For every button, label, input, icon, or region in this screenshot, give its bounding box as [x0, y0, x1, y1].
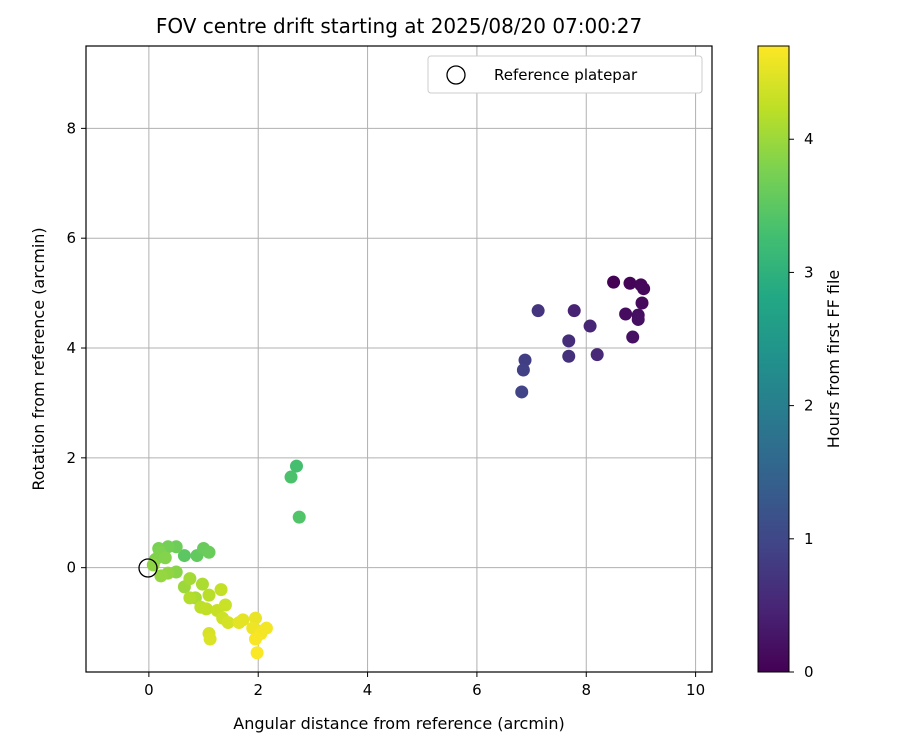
colorbar-label: Hours from first FF file: [824, 270, 843, 449]
x-tick-label: 10: [686, 681, 705, 699]
grid-lines: [86, 46, 712, 672]
data-point: [562, 334, 576, 348]
x-axis-ticks: 0 2 4 6 8 10: [144, 672, 705, 699]
data-point: [284, 470, 298, 484]
data-point: [199, 602, 213, 616]
data-point: [623, 276, 637, 290]
data-point: [248, 611, 262, 625]
data-point: [248, 632, 262, 646]
colorbar-tick-label: 0: [804, 663, 814, 681]
data-point: [236, 613, 250, 627]
data-point: [567, 304, 581, 318]
y-tick-label: 6: [66, 229, 76, 247]
data-points: [146, 275, 651, 660]
x-tick-label: 0: [144, 681, 154, 699]
colorbar-tick-label: 4: [804, 130, 814, 148]
x-tick-label: 6: [472, 681, 482, 699]
colorbar-gradient: [757, 45, 790, 673]
data-point: [214, 583, 228, 597]
data-point: [250, 646, 264, 660]
legend: Reference platepar: [427, 55, 703, 94]
x-tick-label: 4: [363, 681, 373, 699]
data-point: [631, 312, 645, 326]
chart-title: FOV centre drift starting at 2025/08/20 …: [156, 14, 642, 38]
data-point: [195, 577, 209, 591]
data-point: [221, 616, 235, 630]
data-point: [203, 632, 217, 646]
y-tick-label: 8: [66, 119, 76, 137]
y-tick-label: 2: [66, 449, 76, 467]
data-point: [516, 363, 530, 377]
data-point: [154, 569, 168, 583]
data-point: [518, 353, 532, 367]
y-tick-label: 4: [66, 339, 76, 357]
data-point: [619, 307, 633, 321]
data-point: [515, 385, 529, 399]
colorbar-ticks: 0 1 2 3 4: [789, 130, 814, 681]
data-point: [583, 319, 597, 333]
data-point: [531, 304, 545, 318]
y-tick-label: 0: [66, 559, 76, 577]
x-tick-label: 8: [581, 681, 591, 699]
data-point: [289, 459, 303, 473]
data-point: [607, 275, 621, 289]
data-point: [177, 549, 191, 563]
reference-marker: [138, 558, 158, 578]
legend-marker-icon: [446, 65, 466, 85]
colorbar-tick-label: 1: [804, 530, 814, 548]
colorbar: 0 1 2 3 4 Hours from first FF file: [757, 45, 843, 681]
data-point: [183, 572, 197, 586]
data-point: [158, 551, 172, 565]
data-point: [590, 348, 604, 362]
data-point: [202, 545, 216, 559]
legend-box: [427, 55, 703, 94]
data-point: [292, 510, 306, 524]
x-axis-label: Angular distance from reference (arcmin): [233, 714, 564, 733]
data-point: [218, 598, 232, 612]
data-point: [202, 588, 216, 602]
colorbar-tick-label: 2: [804, 397, 814, 415]
colorbar-tick-label: 3: [804, 263, 814, 281]
data-point: [626, 330, 640, 344]
y-axis-ticks: 0 2 4 6 8: [66, 119, 86, 577]
data-point: [637, 282, 651, 296]
y-axis-label: Rotation from reference (arcmin): [29, 227, 48, 490]
data-point: [183, 591, 197, 605]
data-point: [635, 296, 649, 310]
plot-frame: [85, 45, 713, 673]
legend-label: Reference platepar: [494, 66, 638, 84]
x-tick-label: 2: [253, 681, 263, 699]
data-point: [562, 349, 576, 363]
